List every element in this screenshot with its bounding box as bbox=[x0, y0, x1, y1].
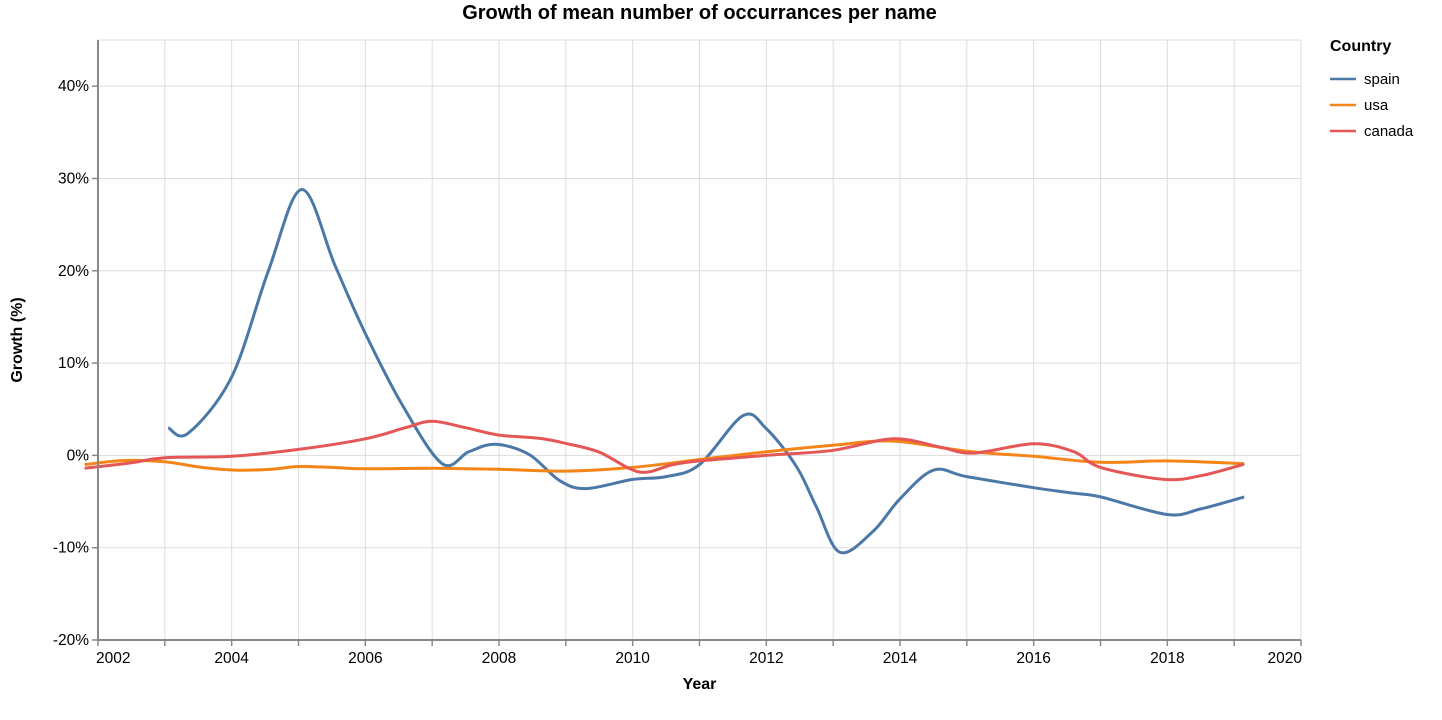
x-tick-label-2010: 2010 bbox=[615, 650, 650, 667]
x-tick-label-2016: 2016 bbox=[1016, 650, 1050, 667]
series-lines bbox=[84, 188, 1245, 555]
y-tick-label--10: -10% bbox=[53, 540, 89, 557]
y-tick-label-20: 20% bbox=[58, 263, 89, 280]
x-tick-label-2020: 2020 bbox=[1268, 650, 1303, 667]
axis-ticks bbox=[92, 85, 1302, 646]
x-tick-label-2004: 2004 bbox=[214, 650, 249, 667]
legend-swatch-spain bbox=[1330, 77, 1356, 81]
legend: Country spain usa canada bbox=[1330, 38, 1413, 144]
axis-tick-labels: 2002 2004 2006 2008 2010 2012 2014 2016 2018 2020… bbox=[53, 78, 1303, 667]
gridlines bbox=[97, 40, 1302, 641]
legend-item-canada: canada bbox=[1330, 118, 1413, 144]
legend-items: spain usa canada bbox=[1330, 66, 1413, 144]
legend-swatch-canada bbox=[1330, 129, 1356, 133]
legend-label-canada: canada bbox=[1364, 122, 1414, 140]
legend-item-spain: spain bbox=[1330, 66, 1413, 92]
series-line-canada bbox=[84, 419, 1245, 482]
x-tick-label-2018: 2018 bbox=[1150, 650, 1184, 667]
x-tick-label-2002: 2002 bbox=[96, 650, 130, 667]
y-tick-label--20: -20% bbox=[53, 632, 89, 649]
legend-title: Country bbox=[1330, 38, 1392, 55]
x-tick-label-2006: 2006 bbox=[348, 650, 382, 667]
series-line-usa bbox=[84, 439, 1245, 473]
series-line-spain bbox=[167, 188, 1245, 555]
y-tick-label-10: 10% bbox=[58, 355, 89, 372]
y-tick-label-0: 0% bbox=[67, 447, 90, 464]
y-axis-title: Growth (%) bbox=[9, 297, 26, 383]
legend-swatch-usa bbox=[1330, 103, 1356, 107]
x-tick-label-2008: 2008 bbox=[482, 650, 516, 667]
x-tick-label-2014: 2014 bbox=[883, 650, 918, 667]
y-tick-label-30: 30% bbox=[58, 170, 89, 187]
chart-title: Growth of mean number of occurrances per… bbox=[462, 2, 937, 24]
x-axis-title: Year bbox=[682, 676, 717, 693]
y-tick-label-40: 40% bbox=[58, 78, 89, 95]
legend-item-usa: usa bbox=[1330, 92, 1413, 118]
legend-label-spain: spain bbox=[1364, 70, 1400, 88]
legend-label-usa: usa bbox=[1364, 96, 1389, 114]
x-tick-label-2012: 2012 bbox=[749, 650, 783, 667]
